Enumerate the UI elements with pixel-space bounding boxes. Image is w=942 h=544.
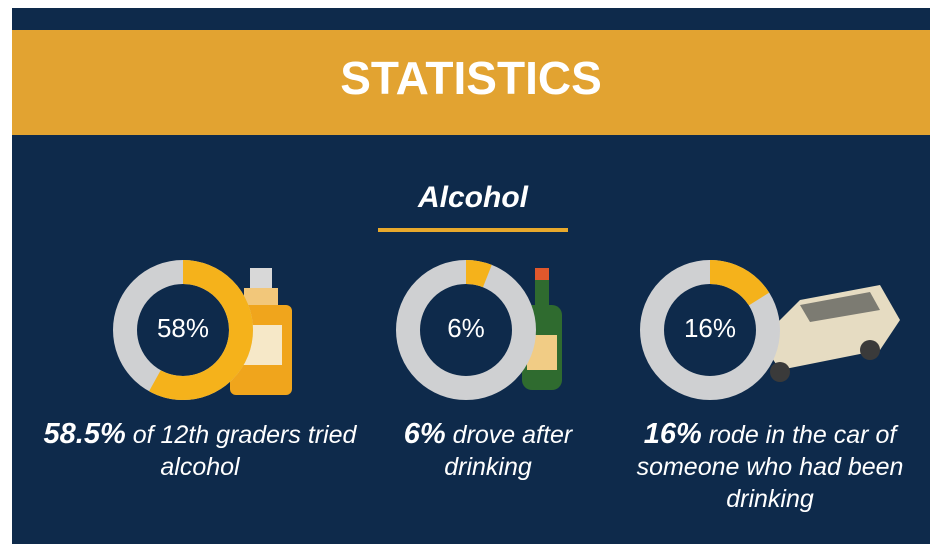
caption-highlight: 6% xyxy=(404,418,446,450)
donut-label: 16% xyxy=(684,313,736,343)
donut-label: 58% xyxy=(157,313,209,343)
subtitle: Alcohol xyxy=(417,181,529,214)
donut-label: 6% xyxy=(447,313,485,343)
header-title: STATISTICS xyxy=(340,52,602,104)
caption: 58.5% of 12th graders tried alcohol xyxy=(35,418,365,483)
caption-highlight: 58.5% xyxy=(44,418,126,450)
caption: 16% rode in the car of someone who had b… xyxy=(625,418,915,515)
infographic: STATISTICS Alcohol 58% 6% 16% 58.5% of 12t… xyxy=(0,0,942,544)
caption-highlight: 16% xyxy=(644,418,702,450)
caption-text: of 12th graders tried alcohol xyxy=(133,421,357,481)
subtitle-underline xyxy=(378,228,568,232)
caption-text: drove after drinking xyxy=(444,421,572,481)
caption: 6% drove after drinking xyxy=(368,418,608,483)
